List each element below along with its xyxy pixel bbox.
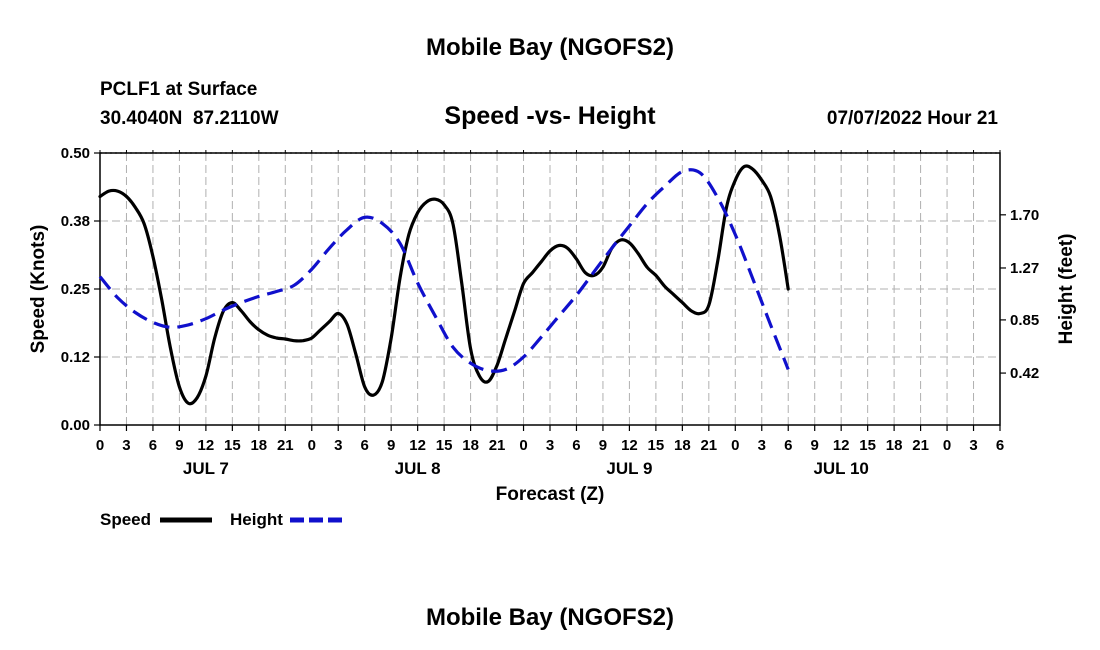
x-tick-label: 12: [621, 437, 638, 454]
x-tick-label: 21: [277, 437, 294, 454]
x-tick-label: 3: [546, 437, 554, 454]
station-name: PCLF1 at Surface: [100, 79, 257, 100]
x-tick-label: 21: [912, 437, 929, 454]
x-tick-label: 3: [758, 437, 766, 454]
x-tick-label: 9: [811, 437, 819, 454]
x-tick-label: 9: [387, 437, 395, 454]
y-axis-left: 0.00 0.12 0.25 0.38 0.50: [61, 145, 100, 434]
x-tick-label: 3: [969, 437, 977, 454]
series-line-speed: [98, 164, 790, 406]
station-coordinates: 30.4040N 87.2110W: [100, 108, 279, 129]
legend: Speed Height: [100, 510, 342, 529]
x-tick-label: 0: [519, 437, 527, 454]
x-tick-label: 18: [674, 437, 691, 454]
x-axis: 0 3 6 9 12 15 18 21 0 3 6 9 12 15 18 21 0 3 6 9 12 15 18 21 0 3 6 9…: [96, 150, 1004, 478]
x-tick-label: 15: [224, 437, 241, 454]
x-tick-label: 12: [198, 437, 215, 454]
x-tick-label: 18: [462, 437, 479, 454]
forecast-date: 07/07/2022 Hour 21: [827, 108, 999, 129]
y-right-tick-label: 0.42: [1010, 365, 1039, 382]
x-tick-label: 12: [833, 437, 850, 454]
y-axis-right: 0.42 0.85 1.27 1.70: [1000, 207, 1039, 382]
x-tick-label: 6: [996, 437, 1004, 454]
chart-title: Speed -vs- Height: [444, 102, 656, 130]
x-day-label: JUL 9: [606, 459, 652, 478]
y-left-tick-label: 0.50: [61, 145, 90, 162]
legend-height-label: Height: [230, 510, 283, 529]
x-day-label: JUL 8: [395, 459, 441, 478]
x-tick-label: 0: [731, 437, 739, 454]
x-tick-label: 6: [784, 437, 792, 454]
x-tick-label: 6: [361, 437, 369, 454]
x-day-label: JUL 10: [813, 459, 868, 478]
x-tick-label: 18: [250, 437, 267, 454]
x-tick-label: 15: [648, 437, 665, 454]
x-tick-label: 21: [700, 437, 717, 454]
footer-title: Mobile Bay (NGOFS2): [426, 604, 674, 631]
x-tick-label: 9: [599, 437, 607, 454]
legend-speed-label: Speed: [100, 510, 151, 529]
x-tick-label: 21: [489, 437, 506, 454]
x-tick-label: 0: [308, 437, 316, 454]
x-tick-label: 15: [436, 437, 453, 454]
x-tick-label: 3: [122, 437, 130, 454]
x-tick-label: 3: [334, 437, 342, 454]
x-day-label: JUL 7: [183, 459, 229, 478]
series-line-height: [98, 168, 790, 373]
x-axis-label: Forecast (Z): [496, 484, 605, 505]
y-axis-left-label: Speed (Knots): [28, 225, 49, 354]
x-tick-label: 6: [149, 437, 157, 454]
y-left-tick-label: 0.38: [61, 213, 90, 230]
x-tick-label: 0: [943, 437, 951, 454]
page-title: Mobile Bay (NGOFS2): [426, 34, 674, 61]
y-axis-right-label: Height (feet): [1056, 234, 1077, 345]
x-tick-label: 6: [572, 437, 580, 454]
series-group: [98, 164, 790, 406]
y-left-tick-label: 0.00: [61, 417, 90, 434]
grid-lines: [100, 152, 1000, 425]
y-right-tick-label: 1.27: [1010, 260, 1039, 277]
x-tick-label: 12: [409, 437, 426, 454]
x-tick-label: 0: [96, 437, 104, 454]
y-left-tick-label: 0.25: [61, 281, 90, 298]
y-left-tick-label: 0.12: [61, 349, 90, 366]
y-right-tick-label: 0.85: [1010, 312, 1039, 329]
x-tick-label: 15: [859, 437, 876, 454]
x-tick-label: 18: [886, 437, 903, 454]
y-right-tick-label: 1.70: [1010, 207, 1039, 224]
x-tick-label: 9: [175, 437, 183, 454]
